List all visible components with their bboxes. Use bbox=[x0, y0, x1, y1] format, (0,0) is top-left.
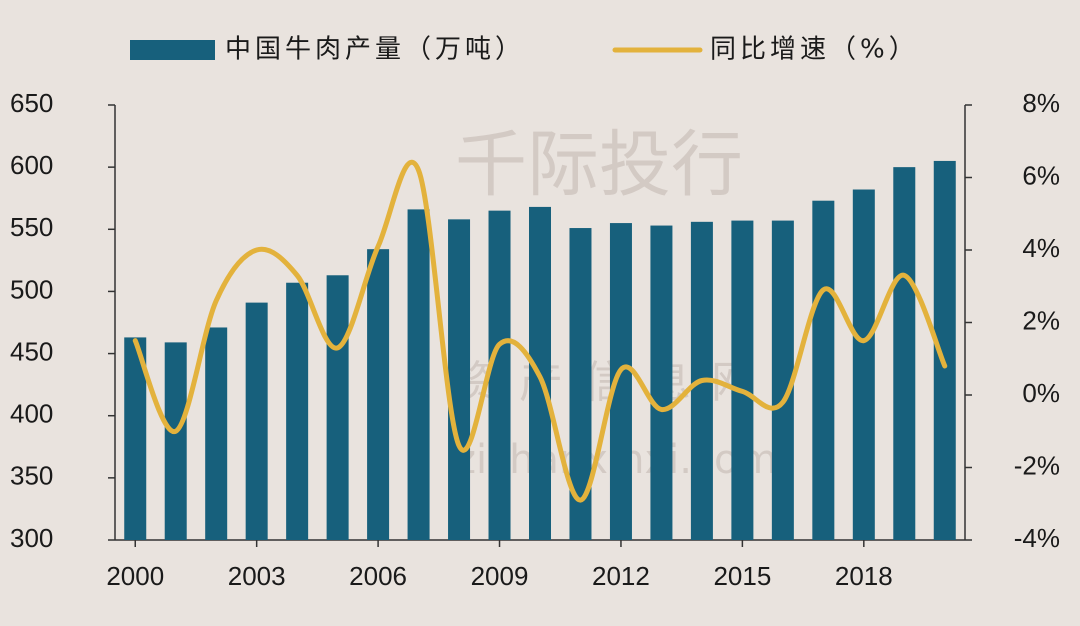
x-tick-label: 2015 bbox=[713, 561, 771, 591]
y-tick-label: 450 bbox=[10, 336, 53, 366]
y2-tick-label: 0% bbox=[1022, 378, 1060, 408]
x-tick-label: 2009 bbox=[471, 561, 529, 591]
bar bbox=[205, 327, 228, 540]
legend-swatch bbox=[130, 40, 215, 60]
y-tick-label: 350 bbox=[10, 461, 53, 491]
y2-tick-label: -4% bbox=[1014, 523, 1060, 553]
bar bbox=[245, 302, 268, 540]
y-tick-label: 300 bbox=[10, 523, 53, 553]
y2-tick-label: -2% bbox=[1014, 450, 1060, 480]
y-tick-label: 400 bbox=[10, 399, 53, 429]
bar bbox=[609, 223, 632, 541]
bar bbox=[407, 209, 430, 540]
x-tick-label: 2012 bbox=[592, 561, 650, 591]
bar bbox=[124, 337, 147, 540]
y2-tick-label: 2% bbox=[1022, 305, 1060, 335]
bar bbox=[367, 249, 390, 540]
bar bbox=[569, 228, 592, 541]
bar bbox=[771, 220, 794, 541]
bar bbox=[812, 200, 835, 540]
bar bbox=[852, 189, 875, 540]
y-tick-label: 550 bbox=[10, 212, 53, 242]
bar bbox=[893, 167, 916, 540]
y-tick-label: 650 bbox=[10, 88, 53, 118]
bar bbox=[286, 282, 309, 540]
bar bbox=[448, 219, 471, 541]
bar bbox=[933, 160, 956, 540]
legend-label: 中国牛肉产量（万吨） bbox=[225, 35, 525, 65]
y2-tick-label: 6% bbox=[1022, 160, 1060, 190]
x-tick-label: 2003 bbox=[228, 561, 286, 591]
x-tick-label: 2006 bbox=[349, 561, 407, 591]
bar bbox=[488, 210, 511, 540]
line bbox=[132, 159, 948, 503]
x-tick-label: 2000 bbox=[106, 561, 164, 591]
y2-tick-label: 8% bbox=[1022, 88, 1060, 118]
y-tick-label: 500 bbox=[10, 274, 53, 304]
watermark: 千际投行 bbox=[455, 123, 743, 207]
bar bbox=[326, 275, 349, 540]
legend-label: 同比增速（%） bbox=[710, 35, 919, 65]
y-tick-label: 600 bbox=[10, 150, 53, 180]
bar bbox=[650, 225, 673, 541]
x-tick-label: 2018 bbox=[835, 561, 893, 591]
bar bbox=[731, 220, 754, 541]
y2-tick-label: 4% bbox=[1022, 233, 1060, 263]
bar bbox=[164, 342, 187, 540]
